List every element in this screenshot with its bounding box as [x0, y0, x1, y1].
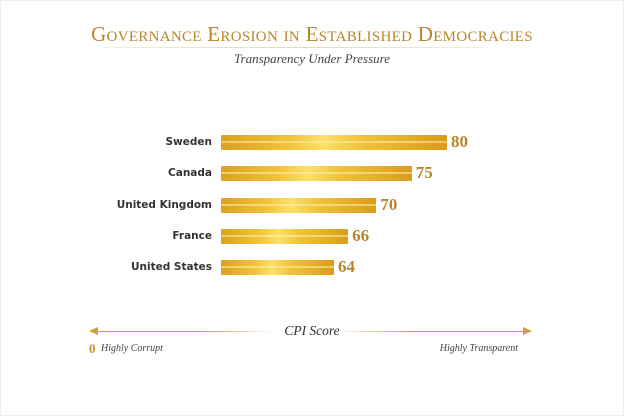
title-divider — [103, 47, 483, 48]
axis-low-label: Highly Corrupt — [101, 343, 163, 354]
category-label: United Kingdom — [116, 198, 212, 211]
bar-canada — [221, 166, 412, 182]
category-label: Canada — [168, 167, 212, 180]
data-label: 70 — [380, 194, 398, 214]
bar-united-states — [221, 260, 334, 276]
bar-united-kingdom — [221, 197, 377, 213]
category-label: United States — [131, 261, 212, 274]
category-label: France — [172, 229, 212, 242]
axis-line-left — [94, 331, 274, 332]
bar-france — [221, 228, 349, 244]
axis-arrow-right-icon — [523, 327, 532, 335]
chart-subtitle: Transparency Under Pressure — [234, 51, 390, 66]
axis-line-right — [335, 331, 525, 332]
axis-start-label: 0 — [89, 341, 96, 356]
data-label: 75 — [415, 163, 433, 183]
data-label: 64 — [338, 257, 355, 277]
chart-title: Governance Erosion in Established Democr… — [91, 22, 533, 46]
axis-high-label: Highly Transparent — [439, 343, 518, 354]
data-label: 80 — [451, 132, 468, 151]
axis-arrow-left-icon — [89, 327, 98, 335]
data-label: 66 — [352, 225, 370, 245]
bar-sweden — [221, 135, 447, 150]
category-label: Sweden — [165, 136, 213, 148]
x-axis-title: CPI Score — [284, 323, 340, 338]
